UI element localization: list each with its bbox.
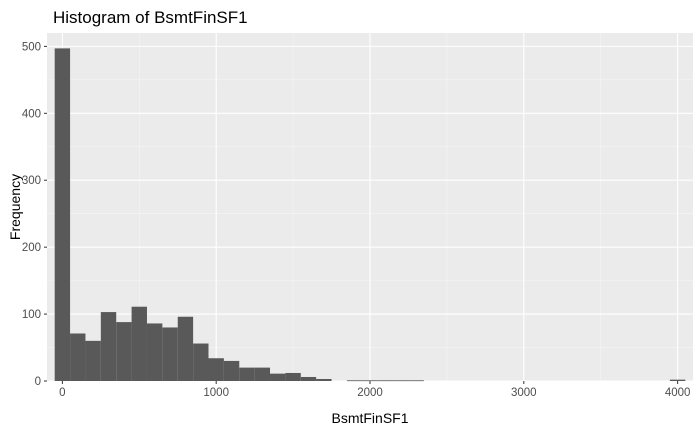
histogram-bar bbox=[54, 48, 71, 382]
histogram-bar bbox=[116, 322, 132, 381]
y-tick-label: 300 bbox=[22, 175, 41, 187]
histogram-bar bbox=[239, 367, 255, 381]
y-tick-label: 400 bbox=[22, 108, 41, 120]
histogram-bar bbox=[193, 343, 209, 381]
histogram-bar bbox=[669, 379, 686, 381]
histogram-bar bbox=[254, 367, 271, 381]
histogram-bar bbox=[270, 373, 286, 381]
x-tick-label: 0 bbox=[59, 387, 65, 399]
histogram-bar bbox=[146, 323, 163, 381]
x-axis-ticks: 0 1000 2000 3000 4000 bbox=[59, 381, 690, 399]
histogram-bar bbox=[177, 316, 194, 381]
histogram-bar bbox=[100, 312, 117, 381]
histogram-bar bbox=[85, 340, 101, 381]
histogram-bars bbox=[54, 48, 686, 382]
chart-title: Histogram of BsmtFinSF1 bbox=[53, 8, 248, 27]
histogram-bar bbox=[208, 358, 224, 381]
histogram-bar bbox=[285, 372, 301, 381]
histogram-bar bbox=[346, 380, 363, 382]
y-tick-label: 200 bbox=[22, 242, 41, 254]
x-axis-title: BsmtFinSF1 bbox=[331, 410, 408, 426]
histogram-bar bbox=[408, 380, 424, 382]
x-tick-label: 2000 bbox=[357, 387, 383, 399]
x-tick-label: 1000 bbox=[203, 387, 229, 399]
y-axis-title: Frequency bbox=[7, 174, 23, 240]
histogram-bar bbox=[316, 378, 332, 381]
y-tick-label: 0 bbox=[35, 376, 41, 388]
histogram-bar bbox=[300, 376, 317, 381]
histogram-bar bbox=[162, 327, 178, 381]
histogram-bar bbox=[377, 380, 394, 382]
x-tick-label: 3000 bbox=[511, 387, 537, 399]
x-tick-label: 4000 bbox=[665, 387, 691, 399]
histogram-bar bbox=[223, 360, 240, 381]
histogram-bar bbox=[131, 306, 147, 381]
y-axis-ticks: 0 100 200 300 400 500 bbox=[22, 41, 47, 388]
histogram-bar bbox=[362, 380, 378, 382]
y-tick-label: 500 bbox=[22, 41, 41, 53]
histogram-bar bbox=[70, 333, 86, 381]
histogram-bar bbox=[393, 380, 409, 382]
y-tick-label: 100 bbox=[22, 309, 41, 321]
